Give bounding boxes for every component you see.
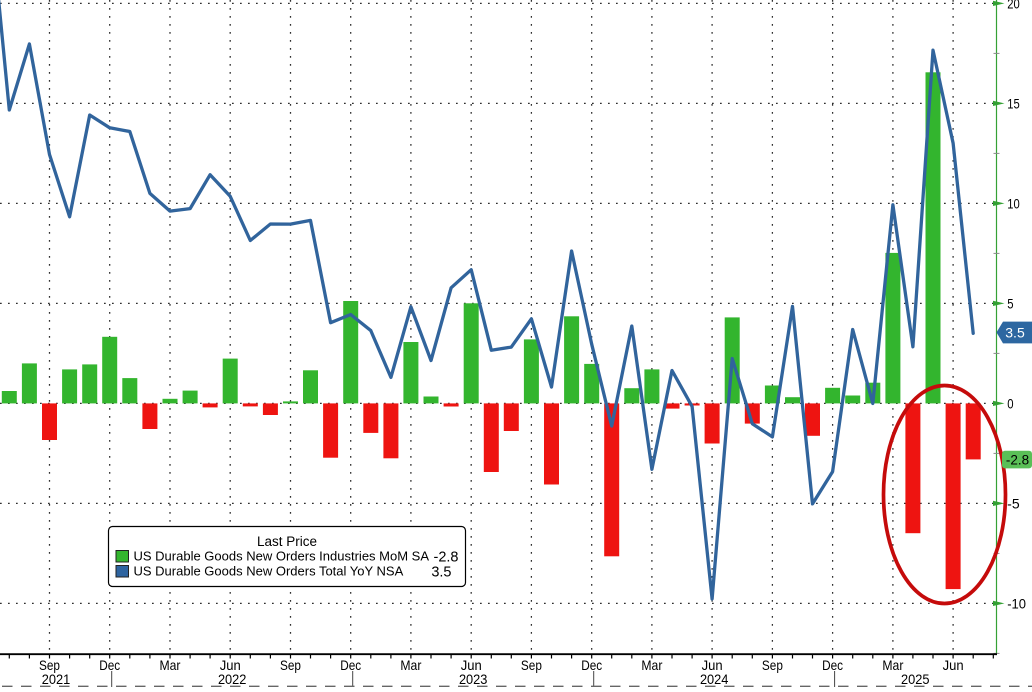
svg-text:2022: 2022 [218,671,247,687]
svg-text:3.5: 3.5 [431,565,451,581]
svg-text:Dec: Dec [340,657,361,673]
svg-text:5: 5 [1007,296,1013,312]
svg-text:-10: -10 [1007,596,1026,612]
svg-text:Dec: Dec [581,657,602,673]
svg-text:20: 20 [1007,0,1020,12]
svg-text:US Durable Goods New Orders In: US Durable Goods New Orders Industries M… [134,549,430,564]
svg-text:2024: 2024 [700,671,729,687]
svg-text:Sep: Sep [762,657,783,673]
svg-text:-2.8: -2.8 [1006,452,1029,467]
svg-text:Jun: Jun [943,657,964,673]
svg-text:Mar: Mar [400,657,421,673]
svg-text:2025: 2025 [901,671,930,687]
svg-text:Mar: Mar [160,657,181,673]
svg-text:US Durable Goods New Orders To: US Durable Goods New Orders Total YoY NS… [134,564,404,579]
svg-text:Sep: Sep [521,657,542,673]
svg-text:3.5: 3.5 [1005,324,1025,340]
svg-text:-5: -5 [1007,496,1020,512]
svg-text:Last Price: Last Price [257,534,317,549]
svg-text:0: 0 [1007,396,1013,412]
svg-text:Sep: Sep [280,657,301,673]
svg-text:2021: 2021 [42,671,71,687]
svg-text:2023: 2023 [459,671,488,687]
svg-text:Dec: Dec [99,657,120,673]
svg-text:Mar: Mar [641,657,662,673]
svg-text:15: 15 [1007,96,1020,112]
svg-text:10: 10 [1007,196,1020,212]
svg-text:-2.8: -2.8 [434,550,459,566]
svg-text:Dec: Dec [822,657,843,673]
